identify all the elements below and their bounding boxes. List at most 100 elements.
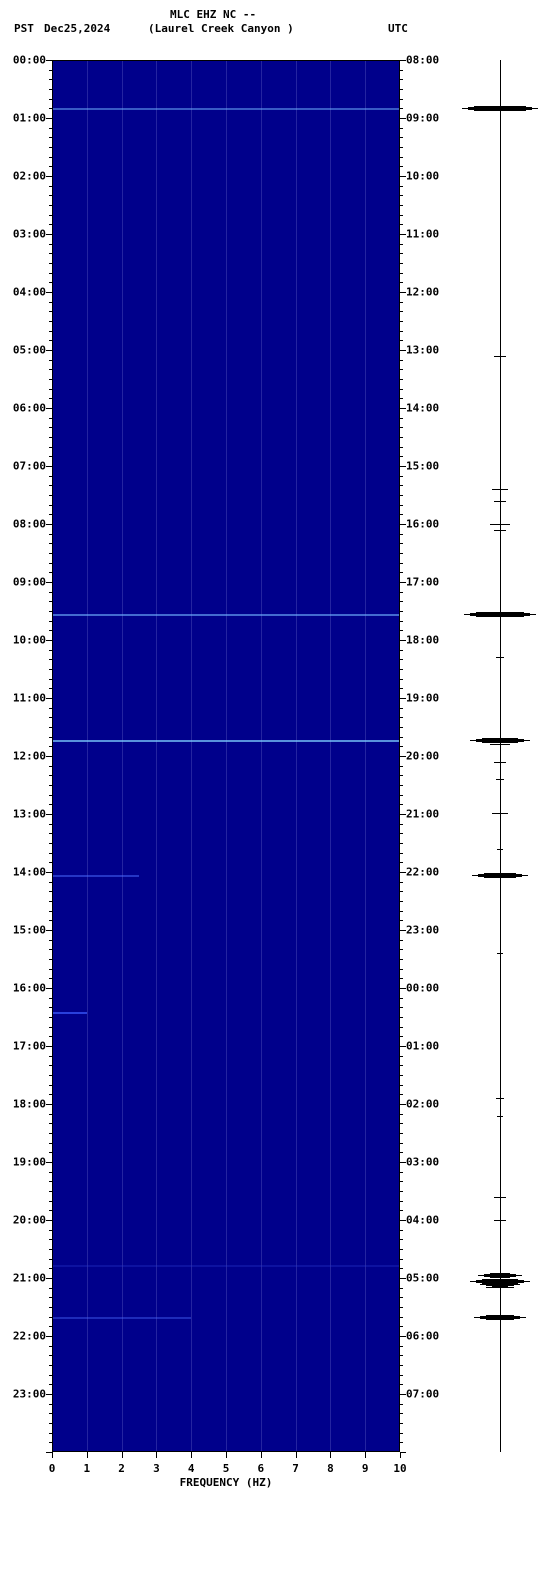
amplitude-trace bbox=[460, 60, 540, 1452]
x-axis-label: FREQUENCY (HZ) bbox=[180, 1476, 273, 1489]
left-hour-label: 05:00 bbox=[13, 344, 46, 357]
right-hour-label: 19:00 bbox=[406, 692, 439, 705]
tz-left-label: PST bbox=[14, 22, 34, 35]
freq-gridline bbox=[365, 60, 366, 1452]
trace-spike bbox=[492, 813, 508, 814]
right-hour-label: 04:00 bbox=[406, 1214, 439, 1227]
left-hour-label: 21:00 bbox=[13, 1272, 46, 1285]
left-hour-label: 06:00 bbox=[13, 402, 46, 415]
right-hour-label: 15:00 bbox=[406, 460, 439, 473]
trace-spike bbox=[494, 530, 506, 531]
x-tick-label: 3 bbox=[153, 1462, 160, 1475]
right-hour-label: 06:00 bbox=[406, 1330, 439, 1343]
x-tick-label: 0 bbox=[49, 1462, 56, 1475]
left-hour-label: 03:00 bbox=[13, 228, 46, 241]
station-location: (Laurel Creek Canyon ) bbox=[148, 22, 294, 35]
date-label: Dec25,2024 bbox=[44, 22, 110, 35]
x-tick-label: 4 bbox=[188, 1462, 195, 1475]
left-hour-label: 23:00 bbox=[13, 1388, 46, 1401]
right-hour-label: 20:00 bbox=[406, 750, 439, 763]
trace-baseline bbox=[500, 60, 501, 1452]
right-hour-label: 16:00 bbox=[406, 518, 439, 531]
right-hour-label: 13:00 bbox=[406, 344, 439, 357]
tz-right-label: UTC bbox=[388, 22, 408, 35]
left-hour-label: 16:00 bbox=[13, 982, 46, 995]
trace-spike bbox=[492, 489, 508, 490]
trace-spike bbox=[494, 1220, 506, 1221]
x-tick-label: 2 bbox=[118, 1462, 125, 1475]
spectral-event bbox=[52, 108, 400, 110]
left-hour-label: 10:00 bbox=[13, 634, 46, 647]
freq-gridline bbox=[330, 60, 331, 1452]
right-hour-label: 17:00 bbox=[406, 576, 439, 589]
left-hour-label: 19:00 bbox=[13, 1156, 46, 1169]
x-tick-label: 8 bbox=[327, 1462, 334, 1475]
spectral-event bbox=[52, 1265, 400, 1267]
trace-spike bbox=[497, 849, 503, 850]
right-hour-label: 01:00 bbox=[406, 1040, 439, 1053]
spectrogram-plot bbox=[52, 60, 400, 1452]
left-hour-label: 20:00 bbox=[13, 1214, 46, 1227]
left-hour-label: 14:00 bbox=[13, 866, 46, 879]
right-hour-label: 02:00 bbox=[406, 1098, 439, 1111]
x-tick-label: 6 bbox=[257, 1462, 264, 1475]
trace-spike bbox=[496, 657, 504, 658]
right-hour-label: 10:00 bbox=[406, 170, 439, 183]
right-hour-label: 21:00 bbox=[406, 808, 439, 821]
left-hour-label: 12:00 bbox=[13, 750, 46, 763]
trace-spike bbox=[494, 1197, 506, 1198]
left-hour-label: 22:00 bbox=[13, 1330, 46, 1343]
spectral-event bbox=[52, 740, 400, 742]
left-hour-label: 11:00 bbox=[13, 692, 46, 705]
freq-gridline bbox=[226, 60, 227, 1452]
freq-gridline bbox=[87, 60, 88, 1452]
spectral-event bbox=[52, 1012, 87, 1014]
station-code: MLC EHZ NC -- bbox=[170, 8, 256, 21]
trace-spike bbox=[490, 524, 510, 525]
right-hour-label: 23:00 bbox=[406, 924, 439, 937]
left-hour-label: 09:00 bbox=[13, 576, 46, 589]
right-hour-label: 11:00 bbox=[406, 228, 439, 241]
freq-gridline bbox=[261, 60, 262, 1452]
x-tick-label: 9 bbox=[362, 1462, 369, 1475]
trace-spike bbox=[494, 762, 506, 763]
right-time-axis: 08:0009:0010:0011:0012:0013:0014:0015:00… bbox=[400, 60, 460, 1452]
right-hour-label: 12:00 bbox=[406, 286, 439, 299]
spectral-event bbox=[52, 614, 400, 616]
right-hour-label: 07:00 bbox=[406, 1388, 439, 1401]
trace-spike bbox=[494, 356, 506, 357]
left-hour-label: 17:00 bbox=[13, 1040, 46, 1053]
left-hour-label: 02:00 bbox=[13, 170, 46, 183]
trace-spike bbox=[496, 779, 504, 780]
right-hour-label: 09:00 bbox=[406, 112, 439, 125]
left-hour-label: 01:00 bbox=[13, 112, 46, 125]
x-tick-label: 5 bbox=[223, 1462, 230, 1475]
right-hour-label: 00:00 bbox=[406, 982, 439, 995]
right-hour-label: 14:00 bbox=[406, 402, 439, 415]
left-hour-label: 04:00 bbox=[13, 286, 46, 299]
left-hour-label: 08:00 bbox=[13, 518, 46, 531]
spectral-event bbox=[52, 1317, 191, 1319]
trace-spike bbox=[497, 953, 503, 954]
right-hour-label: 08:00 bbox=[406, 54, 439, 67]
trace-spike bbox=[486, 1287, 514, 1288]
x-tick-label: 7 bbox=[292, 1462, 299, 1475]
left-hour-label: 18:00 bbox=[13, 1098, 46, 1111]
freq-gridline bbox=[156, 60, 157, 1452]
left-hour-label: 15:00 bbox=[13, 924, 46, 937]
right-hour-label: 18:00 bbox=[406, 634, 439, 647]
x-tick-label: 1 bbox=[83, 1462, 90, 1475]
spectral-event bbox=[52, 875, 139, 877]
right-hour-label: 05:00 bbox=[406, 1272, 439, 1285]
freq-gridline bbox=[296, 60, 297, 1452]
trace-spike bbox=[496, 1098, 504, 1099]
trace-spike bbox=[494, 501, 506, 502]
freq-gridline bbox=[191, 60, 192, 1452]
left-hour-label: 07:00 bbox=[13, 460, 46, 473]
trace-spike bbox=[490, 744, 510, 745]
right-hour-label: 22:00 bbox=[406, 866, 439, 879]
left-hour-label: 00:00 bbox=[13, 54, 46, 67]
trace-spike bbox=[497, 1116, 503, 1117]
right-hour-label: 03:00 bbox=[406, 1156, 439, 1169]
frequency-axis: FREQUENCY (HZ) 012345678910 bbox=[52, 1452, 400, 1502]
